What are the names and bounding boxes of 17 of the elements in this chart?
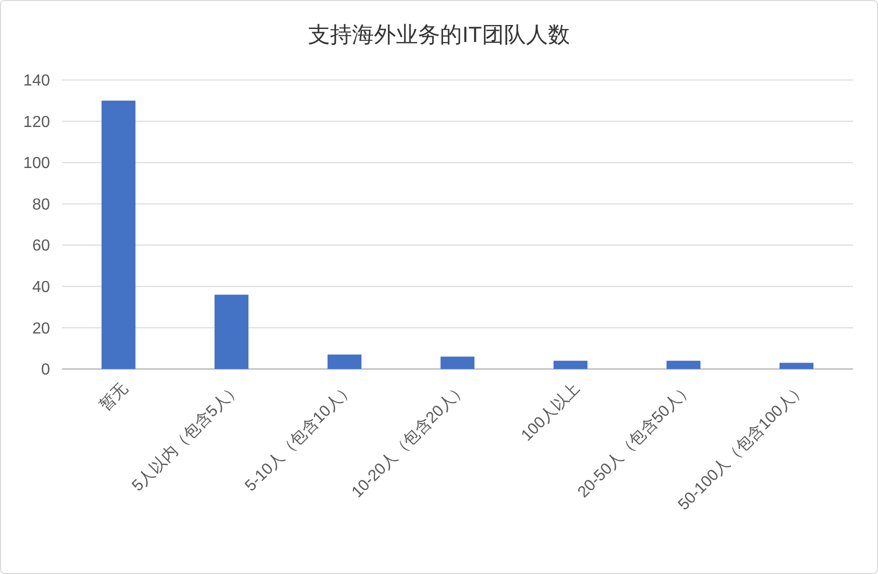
y-tick-label: 100 xyxy=(23,155,50,172)
bar xyxy=(666,360,700,369)
bar xyxy=(214,294,248,369)
y-tick-label: 140 xyxy=(23,72,50,90)
y-tick-label: 20 xyxy=(32,320,50,338)
x-tick-label: 100人以上 xyxy=(518,379,584,445)
y-tick-label: 40 xyxy=(32,279,50,296)
chart-title: 支持海外业务的IT团队人数 xyxy=(308,22,570,47)
bar xyxy=(554,360,588,369)
bar xyxy=(440,356,474,369)
bar xyxy=(102,100,136,369)
y-tick-label: 80 xyxy=(32,196,50,214)
bar xyxy=(780,362,814,369)
y-tick-label: 120 xyxy=(23,114,50,131)
y-tick-label: 60 xyxy=(32,238,50,255)
y-tick-label: 0 xyxy=(41,362,50,379)
bar xyxy=(328,354,362,369)
